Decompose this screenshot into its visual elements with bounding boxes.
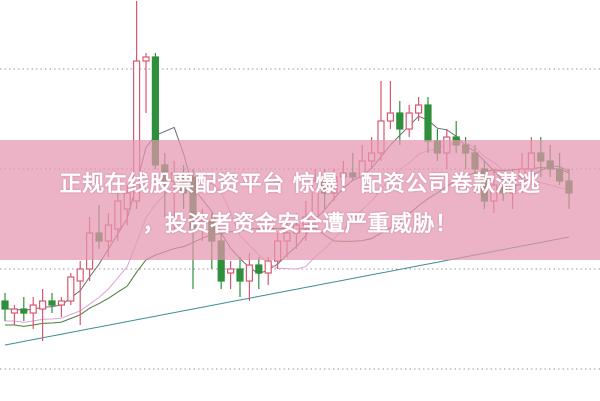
candle-body <box>1 300 9 310</box>
candle-body <box>255 264 263 274</box>
headline-line-1: 正规在线股票配资平台 惊爆！配资公司卷款潜逃 <box>59 172 541 197</box>
candle-body <box>424 104 432 142</box>
candle-body <box>67 276 75 302</box>
candle-body <box>38 300 47 310</box>
candle-body <box>10 308 18 314</box>
candle-body <box>405 112 413 130</box>
candle-body <box>386 112 394 122</box>
candle-body <box>76 268 84 282</box>
candle-body <box>57 300 66 306</box>
candle-body <box>20 308 28 314</box>
headline-line-2: ，投资者资金安全遭严重威胁！ <box>142 212 458 237</box>
candle-body <box>142 56 150 62</box>
candle-body <box>227 268 235 274</box>
candle-body <box>396 112 404 130</box>
candle-body <box>264 260 272 274</box>
candle-body <box>29 304 37 314</box>
candle-body <box>245 264 253 282</box>
candle-body <box>415 104 423 114</box>
headline-banner <box>0 140 600 260</box>
candle-body <box>236 268 244 282</box>
candle-body <box>48 300 56 306</box>
